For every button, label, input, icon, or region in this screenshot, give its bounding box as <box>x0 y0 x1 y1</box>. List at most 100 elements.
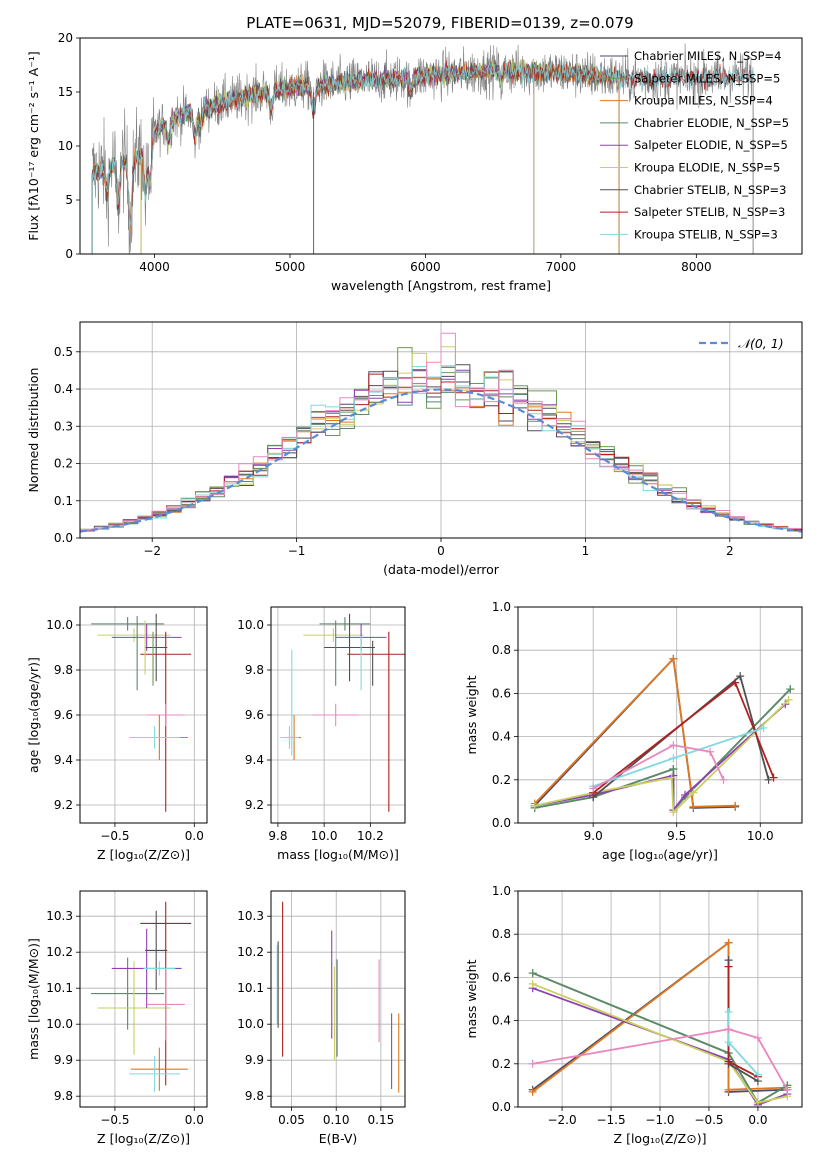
weight-marker <box>784 695 793 704</box>
weight-marker <box>731 801 740 810</box>
weight-marker <box>724 962 733 971</box>
y-tick-label: 9.8 <box>54 1089 73 1103</box>
weight-marker <box>669 808 678 817</box>
spectrum-model-line <box>91 58 754 226</box>
y-tick-label: 0.5 <box>54 345 73 359</box>
y-tick-label: 0.4 <box>492 730 511 744</box>
y-tick-label: 20 <box>58 31 73 45</box>
spectrum-legend: Chabrier MILES, N_SSP=4 Salpeter MILES, N… <box>600 49 789 241</box>
y-tick-label: 10.1 <box>46 981 73 995</box>
x-tick-label: −2 <box>143 544 161 558</box>
x-tick-label: −1.0 <box>645 1113 674 1127</box>
x-tick-label: 9.5 <box>667 829 686 843</box>
legend-entry: Salpeter ELODIE, N_SSP=5 <box>634 138 788 152</box>
axes-frame <box>270 890 406 1108</box>
weight-marker <box>719 775 728 784</box>
weight-line <box>532 972 788 1104</box>
weight-marker <box>528 969 537 978</box>
x-tick-label: 0 <box>437 544 445 558</box>
weight-marker <box>731 678 740 687</box>
figure-title: PLATE=0631, MJD=52079, FIBERID=0139, z=0… <box>246 14 633 32</box>
weight-marker <box>724 1085 733 1094</box>
weight-marker <box>530 801 539 810</box>
x-tick-label: 0.10 <box>323 1113 350 1127</box>
histogram-step <box>80 346 802 531</box>
y-tick-label: 0.3 <box>54 419 73 433</box>
x-tick-label: 7000 <box>546 260 577 274</box>
axes-spectrum: 4000 5000 6000 7000 8000 0 5 10 15 20 wavelength [… <box>26 31 803 293</box>
x-tick-label: 2 <box>726 544 734 558</box>
x-tick-label: 4000 <box>139 260 170 274</box>
x-tick-label: 9.0 <box>584 829 603 843</box>
x-tick-label: 0.0 <box>748 1113 767 1127</box>
axes-frame <box>79 890 208 1108</box>
weight-marker <box>681 790 690 799</box>
x-axis-label: Z [log₁₀(Z/Z⊙)] <box>614 1131 707 1146</box>
weight-line <box>534 699 790 815</box>
y-tick-label: 9.8 <box>245 1089 264 1103</box>
weight-line <box>532 1028 789 1091</box>
x-tick-label: 10.0 <box>311 829 338 843</box>
y-tick-label: 0.0 <box>492 1100 511 1114</box>
y-tick-label: 10.2 <box>237 945 264 959</box>
y-tick-label: 0.4 <box>492 1014 511 1028</box>
y-tick-label: 10.0 <box>46 618 73 632</box>
y-tick-label: 15 <box>58 85 73 99</box>
weight-marker <box>753 1098 762 1107</box>
y-tick-label: 1.0 <box>492 884 511 898</box>
weight-marker <box>786 685 795 694</box>
weight-line <box>534 703 786 813</box>
y-tick-label: 9.4 <box>245 753 264 767</box>
y-axis-label: Normed distribution <box>26 368 41 493</box>
x-tick-label: 10.0 <box>747 829 774 843</box>
legend-entry: Chabrier MILES, N_SSP=4 <box>634 49 781 63</box>
y-tick-label: 9.6 <box>245 708 264 722</box>
weight-marker <box>706 747 715 756</box>
x-tick-label: 10.2 <box>357 829 384 843</box>
weight-marker <box>783 1085 792 1094</box>
x-axis-label: age [log₁₀(age/yr)] <box>602 847 718 862</box>
weight-marker <box>724 1007 733 1016</box>
x-tick-label: 1 <box>582 544 590 558</box>
axes-weight-vs-Z: −2.0 −1.5 −1.0 −0.5 0.0 0.0 0.2 0.4 0.6 0.8 1.0 Z [… <box>464 884 803 1146</box>
axes-weight-vs-age: 9.0 9.5 10.0 0.0 0.2 0.4 0.6 0.8 1.0 age [log₁₀(a… <box>464 600 803 862</box>
legend-entry: Kroupa STELIB, N_SSP=3 <box>634 227 778 241</box>
y-axis-label: mass [log₁₀(M/M⊙)] <box>26 938 41 1060</box>
axes-frame <box>79 321 803 539</box>
y-tick-label: 0.2 <box>492 1057 511 1071</box>
y-axis-label: age [log₁₀(age/yr)] <box>26 657 41 773</box>
x-axis-label: wavelength [Angstrom, rest frame] <box>331 278 551 293</box>
y-tick-label: 0.2 <box>492 773 511 787</box>
histogram-step <box>80 347 802 531</box>
weight-marker <box>769 773 778 782</box>
y-tick-label: 0.8 <box>492 643 511 657</box>
weight-marker <box>669 654 678 663</box>
legend-entry: Salpeter STELIB, N_SSP=3 <box>634 205 785 219</box>
x-axis-label: Z [log₁₀(Z/Z⊙)] <box>97 1131 190 1146</box>
y-tick-label: 0.6 <box>492 970 511 984</box>
weight-marker <box>724 938 733 947</box>
x-tick-label: 0.05 <box>278 1113 305 1127</box>
weight-marker <box>764 775 773 784</box>
y-tick-label: 1.0 <box>492 600 511 614</box>
normal-curve <box>79 388 803 533</box>
y-tick-label: 10.2 <box>46 945 73 959</box>
x-tick-label: −1.5 <box>596 1113 625 1127</box>
y-axis-label: mass weight <box>464 675 479 754</box>
axes-frame <box>79 37 803 255</box>
axes-mass-vs-EBV: 0.05 0.10 0.15 9.8 9.9 10.0 10.1 10.2 10.3 E(B-V) <box>237 890 406 1146</box>
axes-frame <box>517 606 803 824</box>
weight-line <box>534 656 736 808</box>
y-tick-label: 0.1 <box>54 494 73 508</box>
histogram-step <box>80 371 802 531</box>
axes-frame <box>79 606 208 824</box>
x-tick-label: −0.5 <box>100 829 129 843</box>
y-tick-label: 9.9 <box>54 1053 73 1067</box>
histogram-step <box>80 365 802 530</box>
x-axis-label: Z [log₁₀(Z/Z⊙)] <box>97 847 190 862</box>
x-axis-label: E(B-V) <box>319 1131 358 1146</box>
y-tick-label: 10.1 <box>237 981 264 995</box>
y-tick-label: 9.9 <box>245 1053 264 1067</box>
y-tick-label: 0.0 <box>492 816 511 830</box>
